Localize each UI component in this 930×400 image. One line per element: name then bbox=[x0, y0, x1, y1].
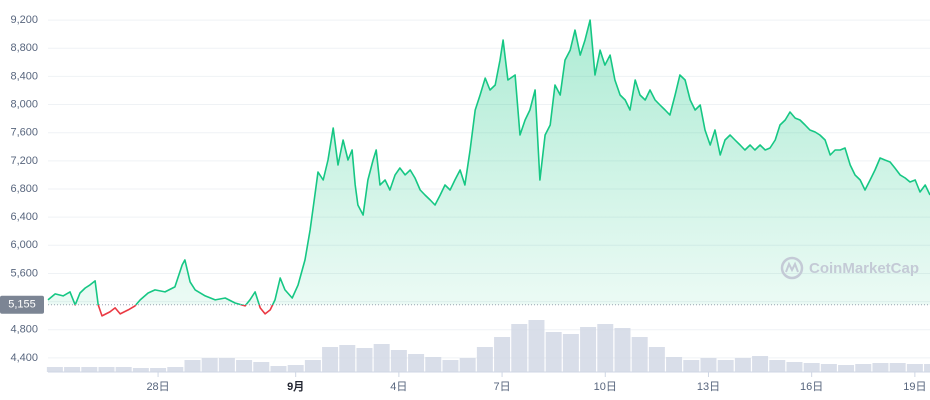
volume-bar bbox=[820, 364, 837, 372]
volume-bar bbox=[46, 367, 63, 372]
x-tick-label: 16日 bbox=[800, 381, 823, 393]
volume-bar bbox=[287, 365, 304, 372]
volume-bar bbox=[734, 358, 751, 372]
volume-bar bbox=[459, 358, 476, 372]
watermark: CoinMarketCap bbox=[809, 260, 919, 277]
volume-bar bbox=[511, 324, 528, 372]
x-tick-label: 4日 bbox=[390, 381, 407, 393]
volume-bar bbox=[64, 367, 81, 372]
volume-bar bbox=[683, 360, 700, 372]
volume-bar bbox=[838, 365, 855, 372]
volume-bar bbox=[218, 358, 235, 372]
volume-bar bbox=[494, 337, 511, 372]
volume-bar bbox=[356, 348, 373, 372]
volume-bar bbox=[167, 367, 184, 372]
volume-bar bbox=[855, 364, 872, 372]
y-tick-label: 4,400 bbox=[10, 352, 38, 364]
y-tick-label: 6,800 bbox=[10, 183, 38, 195]
volume-bar bbox=[98, 367, 115, 372]
volume-bar bbox=[597, 324, 614, 372]
volume-bar bbox=[717, 360, 734, 372]
x-tick-label: 7日 bbox=[494, 381, 511, 393]
volume-bar bbox=[81, 367, 98, 372]
volume-bar bbox=[442, 360, 459, 372]
volume-bar bbox=[803, 363, 820, 372]
volume-bar bbox=[201, 358, 218, 372]
y-tick-label: 6,000 bbox=[10, 239, 38, 251]
volume-bar bbox=[528, 320, 545, 372]
volume-bar bbox=[150, 368, 167, 372]
volume-bar bbox=[924, 364, 930, 372]
y-tick-label: 4,800 bbox=[10, 324, 38, 336]
volume-bar bbox=[752, 356, 769, 372]
watermark-logo-mark bbox=[785, 261, 799, 273]
y-tick-label: 7,200 bbox=[10, 155, 38, 167]
x-tick-label: 28日 bbox=[146, 381, 169, 393]
y-tick-label: 6,400 bbox=[10, 211, 38, 223]
volume-bar bbox=[562, 334, 579, 372]
x-tick-label: 10日 bbox=[594, 381, 617, 393]
y-tick-label: 8,800 bbox=[10, 42, 38, 54]
volume-bar bbox=[700, 358, 717, 372]
y-tick-label: 9,200 bbox=[10, 14, 38, 26]
volume-bar bbox=[786, 362, 803, 372]
y-tick-label: 5,600 bbox=[10, 267, 38, 279]
baseline-label-box bbox=[0, 295, 44, 314]
baseline-label: 5,155 bbox=[8, 299, 36, 311]
volume-bar bbox=[373, 344, 390, 372]
volume-bar bbox=[476, 347, 493, 372]
volume-bar bbox=[236, 360, 253, 372]
volume-bar bbox=[889, 363, 906, 372]
area-fill bbox=[48, 20, 930, 305]
volume-bar bbox=[270, 366, 287, 372]
volume-bar bbox=[872, 363, 889, 372]
volume-bar bbox=[614, 328, 631, 372]
volume-bar bbox=[906, 364, 923, 372]
volume-bar bbox=[648, 347, 665, 372]
volume-bar bbox=[322, 347, 339, 372]
volume-bar bbox=[339, 345, 356, 372]
y-tick-label: 8,000 bbox=[10, 98, 38, 110]
x-tick-label: 9月 bbox=[287, 380, 304, 393]
volume-bar bbox=[769, 360, 786, 372]
volume-bar bbox=[115, 367, 132, 372]
volume-bar bbox=[184, 360, 201, 372]
y-tick-label: 8,400 bbox=[10, 70, 38, 82]
volume-bar bbox=[253, 362, 270, 372]
volume-bar bbox=[304, 360, 321, 372]
y-tick-label: 7,600 bbox=[10, 127, 38, 139]
volume-bar bbox=[631, 337, 648, 372]
x-tick-label: 13日 bbox=[697, 381, 720, 393]
volume-bar bbox=[666, 357, 683, 372]
watermark-logo bbox=[780, 256, 804, 280]
volume-bar bbox=[545, 332, 562, 372]
volume-bar bbox=[132, 368, 149, 372]
volume-bar bbox=[580, 327, 597, 372]
price-line bbox=[47, 19, 930, 317]
volume-bar bbox=[425, 357, 442, 372]
volume-bar bbox=[408, 354, 425, 372]
x-tick-label: 19日 bbox=[903, 381, 926, 393]
volume-bar bbox=[390, 350, 407, 372]
